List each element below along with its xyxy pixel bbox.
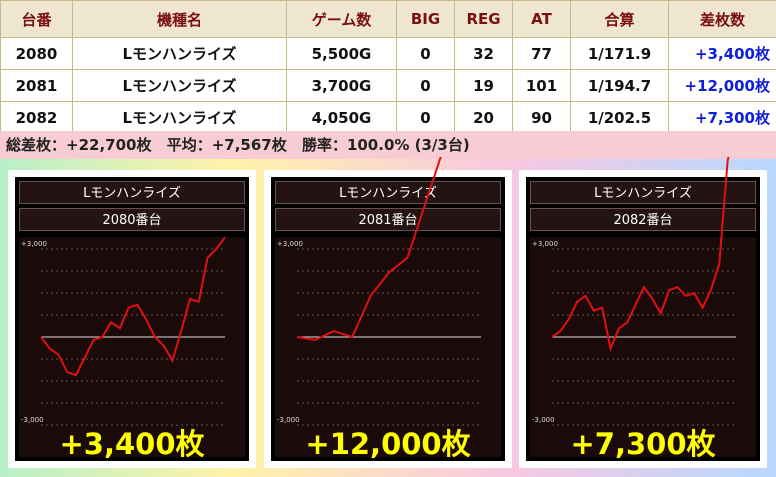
table-row: 2082 Lモンハンライズ 4,050G 0 20 90 1/202.5 +7,…	[0, 101, 776, 134]
y-max-label: +3,000	[532, 240, 558, 248]
slump-graph-svg: +3,000 -3,000	[532, 157, 736, 426]
graph-panel-inner: Lモンハンライズ 2080番台 +3,000 -3,000 +3,400枚	[15, 177, 249, 461]
slump-line	[551, 157, 730, 353]
graph-panel-inner: Lモンハンライズ 2082番台 +3,000 -3,000 +7,300枚	[526, 157, 760, 461]
slump-graph: +3,000 -3,000	[530, 157, 756, 457]
cell-reg: 20	[454, 101, 513, 134]
cell-unit: 2080	[0, 37, 73, 70]
header-unit: 台番	[0, 0, 73, 38]
graph-panel-inner: Lモンハンライズ 2081番台 +3,000 -3,000 +12,000枚	[271, 157, 505, 461]
panel-machine-name: Lモンハンライズ	[275, 181, 501, 204]
y-max-label: +3,000	[277, 240, 303, 248]
graph-panel-2081: Lモンハンライズ 2081番台 +3,000 -3,000 +12,000枚	[264, 157, 512, 468]
summary-winrate: 勝率：100.0% (3/3台)	[301, 136, 470, 154]
cell-diff: +3,400枚	[668, 37, 776, 70]
result-label: +7,300枚	[570, 427, 716, 461]
panel-machine-name: Lモンハンライズ	[530, 181, 756, 204]
panel-unit-label: 2082番台	[530, 208, 756, 231]
result-label: +3,400枚	[59, 427, 205, 461]
cell-combined: 1/171.9	[570, 37, 669, 70]
slump-line	[40, 236, 226, 377]
header-reg: REG	[454, 0, 513, 38]
panel-unit-label: 2080番台	[19, 208, 245, 231]
table-header-row: 台番 機種名 ゲーム数 BIG REG AT 合算 差枚数	[0, 0, 776, 38]
slump-graph-svg: +3,000 -3,000	[21, 236, 226, 426]
cell-at: 90	[512, 101, 571, 134]
cell-machine: Lモンハンライズ	[72, 37, 287, 70]
cell-big: 0	[396, 69, 455, 102]
y-min-label: -3,000	[532, 416, 555, 424]
summary-total: 総差枚：+22,700枚	[6, 136, 152, 154]
cell-games: 4,050G	[286, 101, 397, 134]
slump-graph-svg: +3,000 -3,000	[277, 157, 481, 426]
header-games: ゲーム数	[286, 0, 397, 38]
slump-line	[296, 157, 442, 341]
cell-at: 77	[512, 37, 571, 70]
summary-bar: 総差枚：+22,700枚 平均：+7,567枚 勝率：100.0% (3/3台)	[0, 131, 776, 159]
cell-combined: 1/202.5	[570, 101, 669, 134]
cell-combined: 1/194.7	[570, 69, 669, 102]
cell-machine: Lモンハンライズ	[72, 69, 287, 102]
cell-at: 101	[512, 69, 571, 102]
slump-graph: +3,000 -3,000	[275, 157, 501, 457]
cell-unit: 2081	[0, 69, 73, 102]
graph-panel-2082: Lモンハンライズ 2082番台 +3,000 -3,000 +7,300枚	[519, 157, 767, 468]
cell-games: 5,500G	[286, 37, 397, 70]
results-table: 台番 機種名 ゲーム数 BIG REG AT 合算 差枚数 2080 Lモンハン…	[0, 0, 776, 134]
result-label: +12,000枚	[305, 427, 471, 461]
graph-panel-2080: Lモンハンライズ 2080番台 +3,000 -3,000 +3,400枚	[8, 170, 256, 468]
cell-unit: 2082	[0, 101, 73, 134]
y-max-label: +3,000	[21, 240, 47, 248]
cell-diff: +12,000枚	[668, 69, 776, 102]
summary-average: 平均：+7,567枚	[166, 136, 287, 154]
cell-big: 0	[396, 101, 455, 134]
y-min-label: -3,000	[277, 416, 300, 424]
slump-graph: +3,000 -3,000	[19, 236, 245, 457]
cell-reg: 19	[454, 69, 513, 102]
table-row: 2080 Lモンハンライズ 5,500G 0 32 77 1/171.9 +3,…	[0, 37, 776, 70]
header-combined: 合算	[570, 0, 669, 38]
y-min-label: -3,000	[21, 416, 44, 424]
header-machine: 機種名	[72, 0, 287, 38]
cell-reg: 32	[454, 37, 513, 70]
header-big: BIG	[396, 0, 455, 38]
cell-machine: Lモンハンライズ	[72, 101, 287, 134]
cell-diff: +7,300枚	[668, 101, 776, 134]
cell-games: 3,700G	[286, 69, 397, 102]
panel-machine-name: Lモンハンライズ	[19, 181, 245, 204]
panel-unit-label: 2081番台	[275, 208, 501, 231]
cell-big: 0	[396, 37, 455, 70]
table-row: 2081 Lモンハンライズ 3,700G 0 19 101 1/194.7 +1…	[0, 69, 776, 102]
header-diff: 差枚数	[668, 0, 776, 38]
header-at: AT	[512, 0, 571, 38]
